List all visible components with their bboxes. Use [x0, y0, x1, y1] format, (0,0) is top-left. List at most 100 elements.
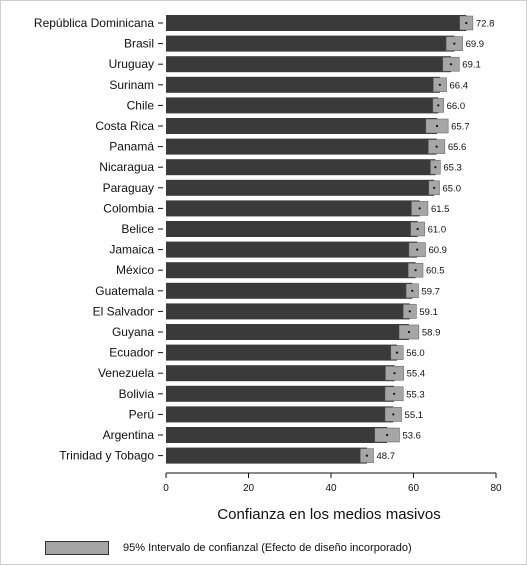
category-label: Chile	[127, 98, 155, 112]
point-marker	[435, 145, 438, 148]
point-marker	[453, 42, 456, 45]
point-marker	[395, 351, 399, 354]
category-label: Uruguay	[109, 57, 154, 71]
value-label: 72.8	[476, 19, 495, 30]
category-label: Brasil	[124, 37, 154, 51]
point-marker	[393, 392, 396, 395]
bar	[166, 35, 455, 52]
point-marker	[408, 310, 411, 313]
category-label: Surinam	[109, 78, 154, 92]
point-marker	[438, 83, 441, 86]
point-marker	[392, 413, 395, 416]
value-label: 69.9	[466, 39, 485, 50]
point-marker	[386, 433, 389, 437]
bar	[166, 118, 438, 134]
bar	[166, 15, 467, 31]
value-label: 59.1	[419, 307, 438, 318]
value-label: 61.5	[431, 204, 450, 215]
bar	[166, 76, 440, 93]
bar	[166, 221, 418, 237]
value-label: 55.1	[405, 410, 424, 421]
value-label: 59.7	[421, 286, 440, 297]
bar	[166, 56, 452, 73]
point-marker	[434, 166, 437, 169]
point-marker	[437, 104, 440, 107]
value-label: 60.5	[426, 266, 445, 277]
bar	[166, 303, 410, 320]
bars-layer: 72.8 69.9 69.1 66.4 66.0 65.7 65.6 65.3 65.0 61.5…	[166, 15, 494, 464]
value-label: 53.6	[402, 431, 421, 442]
value-label: 58.9	[422, 328, 441, 339]
bar	[166, 447, 367, 464]
value-label: 65.0	[442, 183, 461, 194]
bar	[166, 427, 388, 443]
bar	[166, 159, 436, 176]
bar	[166, 344, 397, 361]
point-marker	[416, 248, 419, 251]
category-label: Bolivia	[119, 387, 155, 401]
point-marker	[393, 372, 396, 375]
value-label: 65.7	[451, 122, 470, 133]
value-label: 48.7	[376, 451, 395, 462]
legend-label: 95% Intervalo de confianzal (Efecto de d…	[123, 542, 412, 554]
value-label: 56.0	[406, 348, 425, 359]
category-label: Panamá	[109, 140, 154, 154]
bar	[166, 241, 418, 258]
category-label: Nicaragua	[99, 160, 154, 174]
axes-layer: República Dominicana Brasil Uruguay Surinam…	[34, 16, 502, 494]
category-label: Ecuador	[109, 346, 154, 360]
x-tick-label: 80	[490, 483, 502, 494]
x-axis-title: Confianza en los medios masivos	[217, 506, 440, 523]
bar	[166, 97, 439, 114]
bar	[166, 179, 435, 196]
bar	[166, 406, 394, 423]
category-label: Trinidad y Tobago	[59, 449, 154, 463]
value-label: 65.6	[448, 142, 467, 153]
bar	[166, 365, 395, 382]
category-label: Argentina	[103, 428, 155, 442]
bar	[166, 138, 437, 155]
point-marker	[433, 186, 436, 189]
value-label: 55.4	[407, 369, 426, 380]
category-label: República Dominicana	[34, 16, 154, 30]
value-label: 66.0	[447, 101, 466, 112]
value-label: 60.9	[428, 245, 447, 256]
legend: 95% Intervalo de confianzal (Efecto de d…	[45, 539, 412, 557]
category-label: Belice	[121, 222, 154, 236]
bar	[166, 282, 413, 299]
legend-swatch	[45, 541, 109, 555]
category-label: Guatemala	[95, 284, 154, 298]
category-label: México	[116, 263, 154, 277]
point-marker	[407, 330, 411, 334]
x-tick-label: 40	[325, 483, 337, 494]
x-tick-label: 0	[163, 483, 169, 494]
category-label: El Salvador	[93, 304, 154, 318]
value-label: 61.0	[428, 225, 447, 236]
category-label: Jamaica	[109, 243, 154, 257]
x-tick-label: 60	[408, 483, 420, 494]
point-marker	[435, 124, 439, 128]
point-marker	[416, 227, 419, 231]
bar	[166, 385, 395, 402]
category-label: Venezuela	[98, 366, 154, 380]
category-label: Costa Rica	[95, 119, 154, 133]
point-marker	[414, 269, 417, 272]
point-marker	[365, 454, 368, 457]
category-label: Paraguay	[103, 181, 154, 195]
point-marker	[449, 63, 453, 66]
bar	[166, 200, 420, 217]
bar	[166, 324, 409, 340]
category-label: Perú	[129, 407, 154, 421]
x-tick-label: 20	[243, 483, 255, 494]
value-label: 66.4	[450, 80, 469, 91]
category-label: Guyana	[112, 325, 154, 339]
category-label: Colombia	[103, 201, 154, 215]
value-label: 55.3	[406, 389, 425, 400]
value-label: 65.3	[443, 163, 462, 174]
point-marker	[411, 289, 414, 292]
value-label: 69.1	[462, 60, 481, 71]
point-marker	[418, 207, 421, 210]
point-marker	[465, 21, 468, 25]
